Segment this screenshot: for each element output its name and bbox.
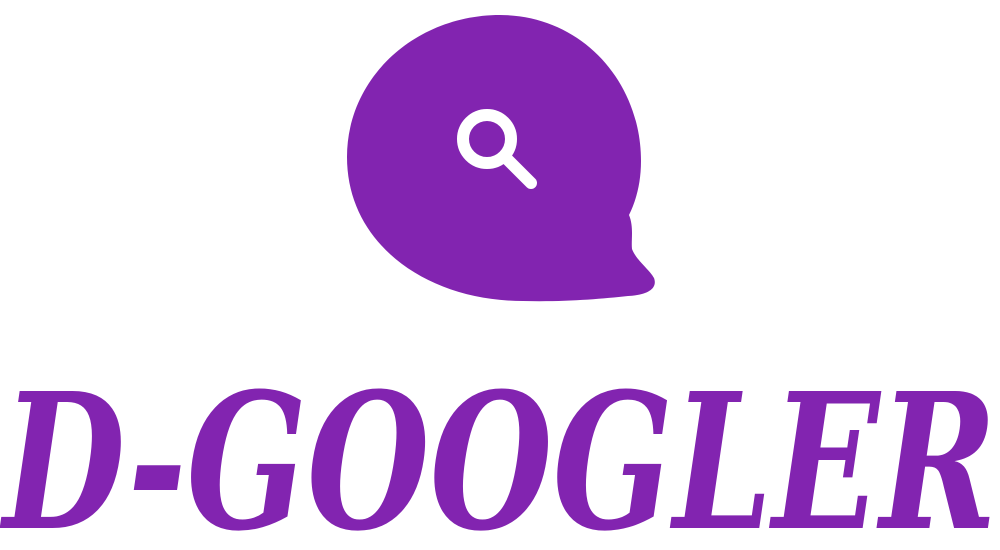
brand-name: D-GOOGLER	[0, 352, 997, 550]
search-icon	[457, 109, 537, 189]
speech-bubble-logo	[347, 15, 655, 302]
brand-wordmark: D-GOOGLER	[0, 352, 997, 550]
